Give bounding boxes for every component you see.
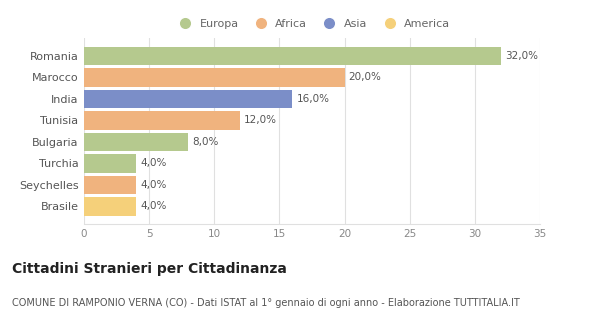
- Text: Cittadini Stranieri per Cittadinanza: Cittadini Stranieri per Cittadinanza: [12, 262, 287, 276]
- Bar: [84, 68, 344, 87]
- Text: 16,0%: 16,0%: [296, 94, 329, 104]
- Bar: [84, 111, 241, 130]
- Bar: [84, 197, 136, 216]
- Text: 20,0%: 20,0%: [349, 72, 382, 83]
- Text: 8,0%: 8,0%: [192, 137, 218, 147]
- Bar: [84, 176, 136, 194]
- Text: 4,0%: 4,0%: [140, 201, 166, 212]
- Bar: [84, 133, 188, 151]
- Text: 4,0%: 4,0%: [140, 180, 166, 190]
- Bar: [84, 154, 136, 172]
- Text: COMUNE DI RAMPONIO VERNA (CO) - Dati ISTAT al 1° gennaio di ogni anno - Elaboraz: COMUNE DI RAMPONIO VERNA (CO) - Dati IST…: [12, 298, 520, 308]
- Legend: Europa, Africa, Asia, America: Europa, Africa, Asia, America: [169, 14, 455, 33]
- Bar: [84, 90, 292, 108]
- Text: 4,0%: 4,0%: [140, 158, 166, 168]
- Text: 32,0%: 32,0%: [505, 51, 538, 61]
- Bar: [84, 47, 501, 65]
- Text: 12,0%: 12,0%: [244, 116, 277, 125]
